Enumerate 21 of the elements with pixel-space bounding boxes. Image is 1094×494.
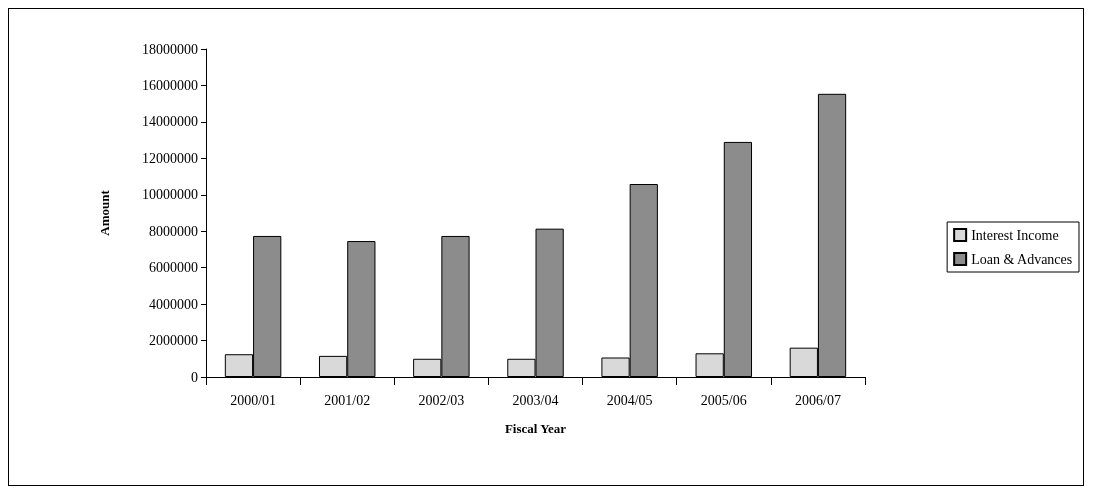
- y-tick-label: 0: [191, 369, 198, 385]
- x-axis-title: Fiscal Year: [504, 421, 567, 436]
- legend-label: Interest Income: [971, 227, 1059, 243]
- y-tick-label: 16000000: [142, 77, 198, 93]
- y-tick-label: 10000000: [142, 187, 198, 203]
- y-tick-label: 2000000: [149, 333, 198, 349]
- y-tick-label: 12000000: [142, 150, 198, 166]
- x-tick-label: 2002/03: [418, 392, 465, 408]
- x-tick-label: 2005/06: [700, 392, 747, 408]
- legend-label: Loan & Advances: [971, 251, 1073, 267]
- y-tick-label: 8000000: [149, 223, 198, 239]
- y-tick-label: 18000000: [142, 41, 198, 57]
- y-tick-label: 6000000: [149, 260, 198, 276]
- x-tick-label: 2004/05: [606, 392, 653, 408]
- x-tick-label: 2006/07: [794, 392, 841, 408]
- y-axis-title: Amount: [97, 189, 112, 236]
- x-tick-label: 2000/01: [230, 392, 277, 408]
- x-tick-label: 2001/02: [324, 392, 371, 408]
- y-tick-label: 14000000: [142, 114, 198, 130]
- x-tick-label: 2003/04: [512, 392, 559, 408]
- y-tick-label: 4000000: [149, 296, 198, 312]
